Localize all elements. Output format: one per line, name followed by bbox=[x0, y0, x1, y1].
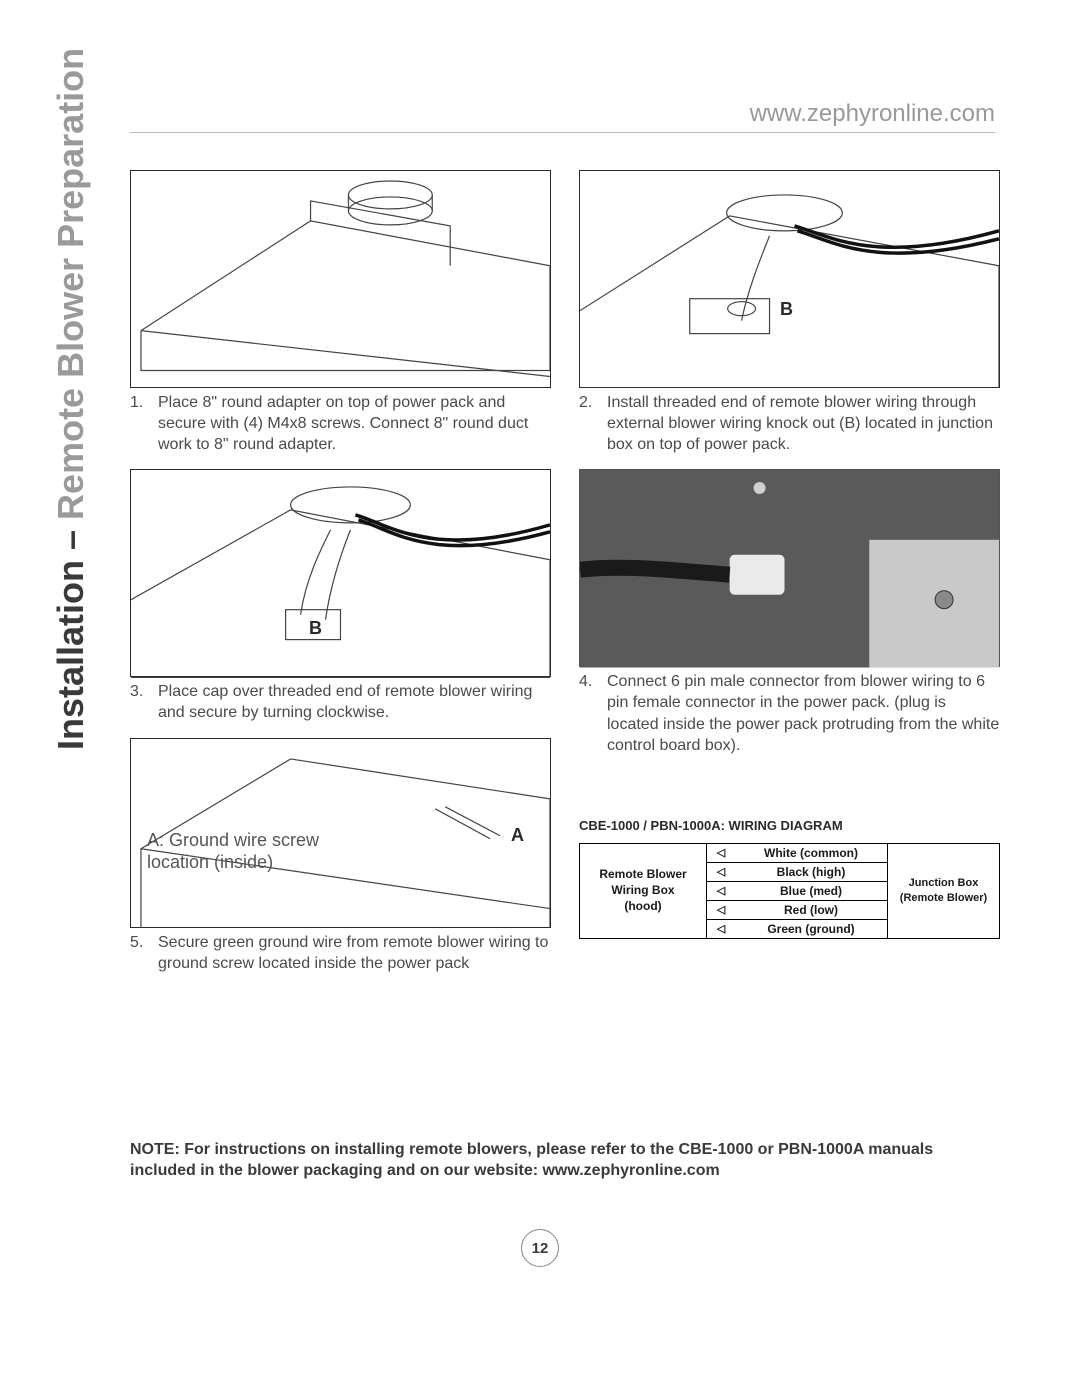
hood-sketch-1 bbox=[131, 171, 550, 388]
figure-5: A: Ground wire screw location (inside) A bbox=[130, 738, 551, 928]
step-4-num: 4. bbox=[579, 671, 607, 755]
wiring-right-l2: (Remote Blower) bbox=[900, 892, 987, 904]
section-title-prefix: Installation – bbox=[50, 520, 91, 750]
wiring-row-green: ◁Green (ground) bbox=[707, 920, 887, 938]
wiring-green: Green (ground) bbox=[735, 922, 887, 936]
hood-sketch-2 bbox=[580, 171, 999, 388]
wiring-diagram-title: CBE-1000 / PBN-1000A: WIRING DIAGRAM bbox=[579, 818, 1000, 833]
figure-1 bbox=[130, 170, 551, 388]
step-1-text: Place 8" round adapter on top of power p… bbox=[158, 392, 551, 455]
wiring-left-box: Remote Blower Wiring Box (hood) bbox=[580, 844, 707, 938]
step-3-num: 3. bbox=[130, 681, 158, 723]
figure-4-photo bbox=[579, 469, 1000, 667]
step-5: 5. Secure green ground wire from remote … bbox=[130, 932, 551, 974]
figure-3-block: B 3. Place cap over threaded end of remo… bbox=[130, 469, 551, 723]
wiring-diagram: Remote Blower Wiring Box (hood) ◁White (… bbox=[579, 843, 1000, 939]
step-4-text: Connect 6 pin male connector from blower… bbox=[607, 671, 1000, 755]
footer-note: NOTE: For instructions on installing rem… bbox=[130, 1139, 1000, 1182]
section-title: Installation – Remote Blower Preparation bbox=[50, 48, 92, 750]
step-3-text: Place cap over threaded end of remote bl… bbox=[158, 681, 551, 723]
step-5-text: Secure green ground wire from remote blo… bbox=[158, 932, 551, 974]
step-1: 1. Place 8" round adapter on top of powe… bbox=[130, 392, 551, 455]
wiring-row-red: ◁Red (low) bbox=[707, 901, 887, 920]
step-2-num: 2. bbox=[579, 392, 607, 455]
step-3: 3. Place cap over threaded end of remote… bbox=[130, 681, 551, 723]
figure-5-caption-l1: A: Ground wire screw bbox=[147, 830, 319, 850]
figure-5-block: A: Ground wire screw location (inside) A… bbox=[130, 738, 551, 974]
figure-5-caption: A: Ground wire screw location (inside) bbox=[147, 829, 357, 874]
wiring-row-white: ◁White (common) bbox=[707, 844, 887, 863]
figure-5-caption-l2: location (inside) bbox=[147, 852, 273, 872]
step-2: 2. Install threaded end of remote blower… bbox=[579, 392, 1000, 455]
wiring-rows: ◁White (common) ◁Black (high) ◁Blue (med… bbox=[707, 844, 887, 938]
wiring-left-l2: Wiring Box bbox=[611, 883, 674, 897]
page-number: 12 bbox=[521, 1229, 559, 1267]
step-4: 4. Connect 6 pin male connector from blo… bbox=[579, 671, 1000, 755]
section-title-suffix: Remote Blower Preparation bbox=[50, 48, 91, 520]
figure-1-block: 1. Place 8" round adapter on top of powe… bbox=[130, 170, 551, 455]
figure-2-b-label: B bbox=[780, 299, 793, 320]
hood-sketch-3 bbox=[131, 470, 550, 678]
right-column: B 2. Install threaded end of remote blow… bbox=[579, 170, 1000, 1277]
figure-3-b-label: B bbox=[309, 618, 322, 639]
figure-2: B bbox=[579, 170, 1000, 388]
figure-2-block: B 2. Install threaded end of remote blow… bbox=[579, 170, 1000, 455]
content-grid: 1. Place 8" round adapter on top of powe… bbox=[130, 170, 1000, 1277]
wiring-left-l1: Remote Blower bbox=[599, 867, 686, 881]
wiring-right-box: Junction Box (Remote Blower) bbox=[887, 844, 999, 938]
header-rule bbox=[130, 132, 995, 133]
wiring-red: Red (low) bbox=[735, 903, 887, 917]
step-5-num: 5. bbox=[130, 932, 158, 974]
left-column: 1. Place 8" round adapter on top of powe… bbox=[130, 170, 551, 1277]
wiring-right-l1: Junction Box bbox=[909, 877, 979, 889]
wiring-white: White (common) bbox=[735, 846, 887, 860]
wiring-black: Black (high) bbox=[735, 865, 887, 879]
figure-3: B bbox=[130, 469, 551, 677]
wiring-row-blue: ◁Blue (med) bbox=[707, 882, 887, 901]
page: www.zephyronline.com Installation – Remo… bbox=[0, 0, 1080, 1397]
arrow-icon: ◁ bbox=[707, 865, 735, 878]
photo-sketch-4 bbox=[580, 470, 999, 668]
step-2-text: Install threaded end of remote blower wi… bbox=[607, 392, 1000, 455]
arrow-icon: ◁ bbox=[707, 922, 735, 935]
step-1-num: 1. bbox=[130, 392, 158, 455]
arrow-icon: ◁ bbox=[707, 884, 735, 897]
wiring-blue: Blue (med) bbox=[735, 884, 887, 898]
arrow-icon: ◁ bbox=[707, 846, 735, 859]
header-url: www.zephyronline.com bbox=[750, 100, 995, 128]
figure-4-block: 4. Connect 6 pin male connector from blo… bbox=[579, 469, 1000, 755]
wiring-row-black: ◁Black (high) bbox=[707, 863, 887, 882]
figure-5-a-label: A bbox=[511, 825, 524, 846]
wiring-left-l3: (hood) bbox=[624, 899, 661, 913]
arrow-icon: ◁ bbox=[707, 903, 735, 916]
